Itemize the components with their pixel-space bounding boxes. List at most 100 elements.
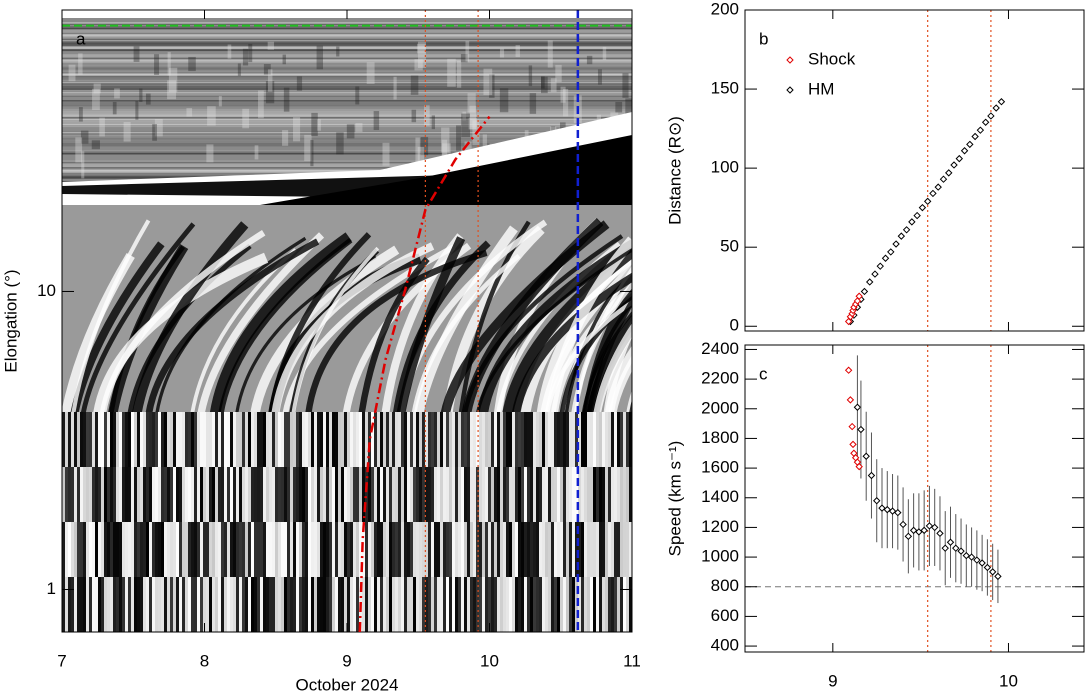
marker bbox=[946, 538, 955, 546]
texture bbox=[308, 467, 311, 522]
texture bbox=[623, 577, 626, 632]
y-tick-label: 1800 bbox=[701, 428, 739, 447]
texture bbox=[290, 412, 293, 467]
texture bbox=[422, 412, 425, 467]
texture bbox=[191, 522, 194, 577]
texture bbox=[557, 577, 560, 632]
texture bbox=[266, 467, 269, 522]
texture bbox=[236, 467, 239, 522]
texture bbox=[626, 522, 629, 577]
texture bbox=[62, 166, 632, 170]
texture bbox=[191, 577, 194, 632]
x-tick-label: 9 bbox=[342, 651, 351, 670]
texture bbox=[530, 522, 533, 577]
texture bbox=[386, 412, 389, 467]
texture bbox=[80, 130, 89, 144]
marker bbox=[973, 556, 981, 564]
texture bbox=[464, 577, 467, 632]
texture bbox=[491, 522, 494, 577]
texture bbox=[554, 412, 557, 467]
texture bbox=[62, 114, 632, 119]
texture bbox=[449, 577, 452, 632]
texture bbox=[488, 467, 491, 522]
texture bbox=[137, 522, 140, 577]
texture bbox=[176, 467, 179, 522]
texture bbox=[389, 522, 392, 577]
texture bbox=[503, 467, 506, 522]
texture bbox=[258, 90, 264, 119]
texture bbox=[182, 467, 185, 522]
texture bbox=[266, 412, 269, 467]
texture bbox=[176, 522, 179, 577]
texture bbox=[437, 522, 440, 577]
texture bbox=[290, 577, 293, 632]
texture bbox=[410, 522, 413, 577]
texture bbox=[62, 81, 632, 86]
texture bbox=[81, 151, 85, 179]
texture bbox=[482, 577, 485, 632]
texture bbox=[239, 412, 242, 467]
marker bbox=[992, 104, 1000, 112]
texture bbox=[89, 522, 92, 577]
texture bbox=[119, 412, 122, 467]
x-tick-label: 11 bbox=[623, 651, 641, 670]
texture bbox=[599, 412, 602, 467]
texture bbox=[476, 467, 479, 522]
texture bbox=[560, 412, 563, 467]
texture bbox=[530, 412, 533, 467]
texture bbox=[224, 467, 227, 522]
texture bbox=[62, 121, 632, 124]
marker bbox=[988, 568, 997, 576]
texture bbox=[428, 467, 431, 522]
texture bbox=[173, 467, 176, 522]
texture bbox=[242, 108, 250, 129]
texture bbox=[182, 412, 185, 467]
texture bbox=[482, 412, 485, 467]
marker bbox=[897, 232, 906, 240]
texture bbox=[506, 522, 509, 577]
texture bbox=[344, 522, 347, 577]
texture bbox=[329, 577, 332, 632]
texture bbox=[215, 412, 218, 467]
texture bbox=[560, 522, 563, 577]
texture bbox=[425, 522, 428, 577]
texture bbox=[500, 467, 503, 522]
texture bbox=[413, 522, 416, 577]
texture bbox=[482, 134, 487, 148]
texture bbox=[512, 412, 515, 467]
texture bbox=[575, 412, 578, 467]
texture bbox=[381, 233, 464, 415]
texture bbox=[310, 139, 314, 167]
texture bbox=[135, 100, 139, 120]
texture bbox=[467, 577, 470, 632]
texture bbox=[245, 412, 248, 467]
texture bbox=[227, 467, 230, 522]
marker bbox=[892, 240, 900, 248]
texture bbox=[110, 467, 113, 522]
texture bbox=[233, 577, 236, 632]
texture bbox=[254, 522, 257, 577]
texture bbox=[515, 412, 518, 467]
texture bbox=[566, 522, 569, 577]
texture bbox=[266, 577, 269, 632]
marker bbox=[987, 112, 995, 120]
texture bbox=[68, 577, 71, 632]
marker bbox=[941, 544, 949, 552]
texture bbox=[469, 105, 476, 130]
texture bbox=[299, 467, 302, 522]
texture bbox=[527, 467, 530, 522]
texture bbox=[353, 522, 356, 577]
texture bbox=[296, 76, 303, 91]
texture bbox=[605, 522, 608, 577]
texture bbox=[590, 412, 593, 467]
texture bbox=[527, 522, 530, 577]
j-map-image bbox=[62, 10, 632, 632]
marker bbox=[981, 118, 990, 126]
texture bbox=[218, 522, 221, 577]
texture bbox=[596, 467, 599, 522]
texture bbox=[452, 577, 455, 632]
texture bbox=[119, 577, 122, 632]
texture bbox=[77, 577, 80, 632]
texture bbox=[308, 577, 311, 632]
texture bbox=[323, 577, 326, 632]
